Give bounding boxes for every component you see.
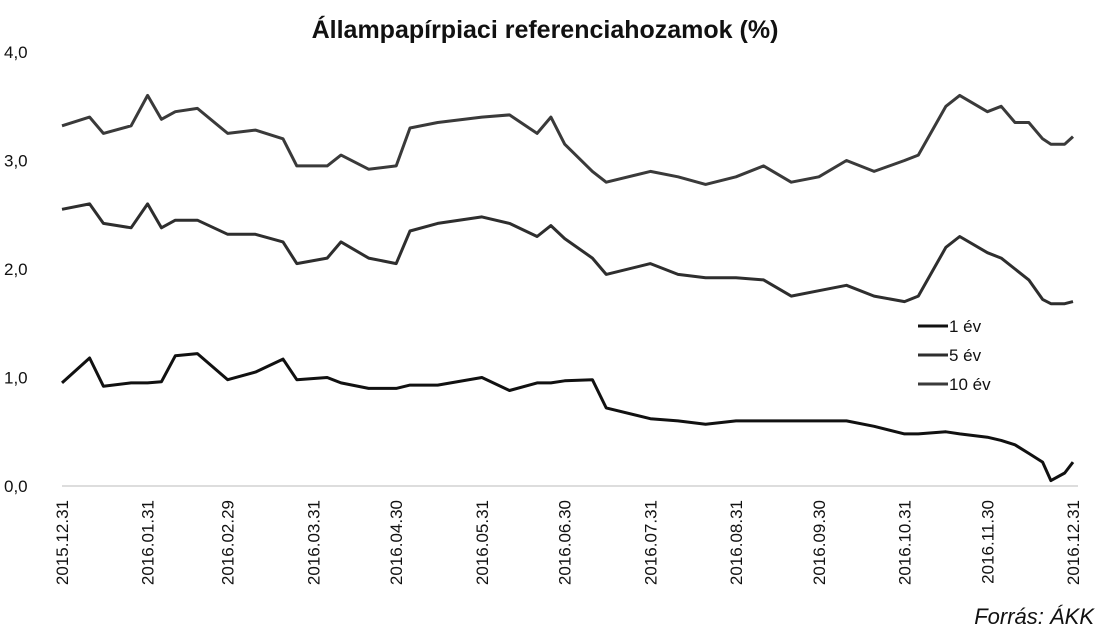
x-tick-label: 2016.04.30 xyxy=(387,500,406,585)
x-tick-label: 2016.10.31 xyxy=(896,500,915,585)
source: Forrás: ÁKK xyxy=(974,604,1095,629)
series-line xyxy=(61,202,1074,306)
y-tick-label: 3,0 xyxy=(4,152,28,171)
x-tick-label: 2016.06.30 xyxy=(556,500,575,585)
x-tick-label: 2016.03.31 xyxy=(304,500,323,585)
x-tick-label: 2016.05.31 xyxy=(473,500,492,585)
legend-label: 1 év xyxy=(949,317,982,336)
x-tick-label: 2016.09.30 xyxy=(810,500,829,585)
x-tick-label: 2016.08.31 xyxy=(727,500,746,585)
x-tick-label: 2015.12.31 xyxy=(53,500,72,585)
series-line xyxy=(60,352,1075,483)
series-line xyxy=(61,93,1075,186)
chart-title: Állampapírpiaci referenciahozamok (%) xyxy=(312,15,779,44)
x-tick-label: 2016.01.31 xyxy=(139,500,158,585)
x-tick-label: 2016.11.30 xyxy=(978,500,997,584)
y-tick-label: 4,0 xyxy=(4,43,28,62)
legend-label: 10 év xyxy=(949,375,991,394)
y-tick-label: 0,0 xyxy=(4,477,28,496)
legend-label: 5 év xyxy=(949,346,982,365)
y-tick-label: 1,0 xyxy=(4,369,28,388)
x-tick-label: 2016.12.31 xyxy=(1064,500,1083,585)
y-tick-label: 2,0 xyxy=(4,260,28,279)
x-tick-label: 2016.02.29 xyxy=(219,500,238,585)
x-tick-label: 2016.07.31 xyxy=(641,500,660,585)
